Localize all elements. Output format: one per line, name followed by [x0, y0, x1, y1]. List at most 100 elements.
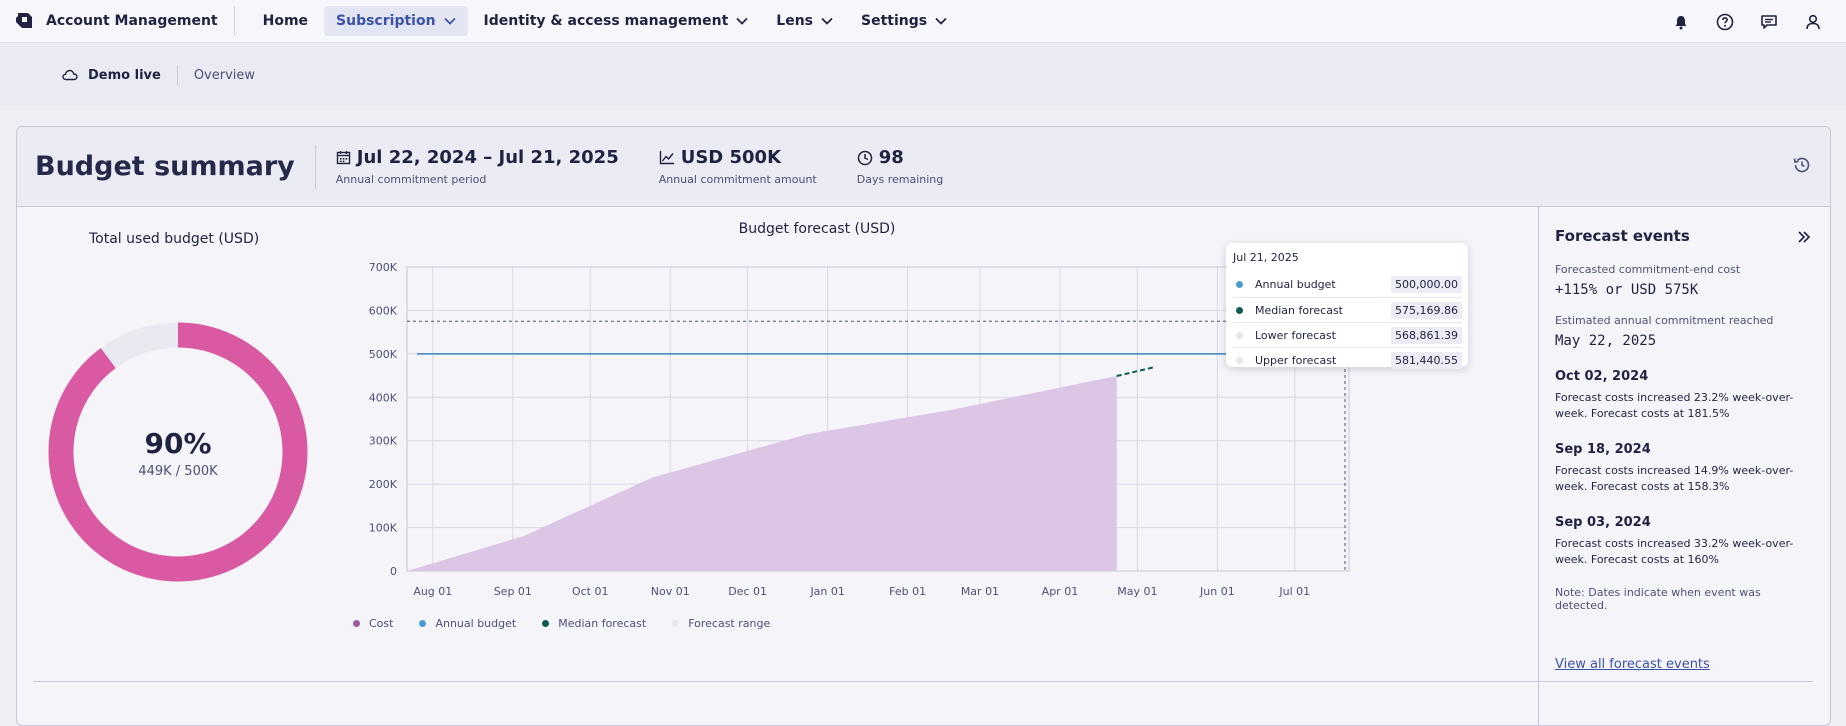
tooltip-swatch [1236, 331, 1243, 339]
user-icon[interactable] [1802, 11, 1824, 33]
x-tick-label: Oct 01 [572, 585, 609, 598]
events-note: Note: Dates indicate when event was dete… [1555, 586, 1761, 612]
legend-label: Forecast range [688, 617, 771, 630]
event-text: Forecast costs increased 33.2% week-over… [1555, 537, 1794, 566]
legend-swatch [353, 620, 360, 627]
brand-divider [233, 6, 235, 36]
brand[interactable]: Account Management [0, 0, 218, 42]
history-icon[interactable] [1792, 155, 1814, 177]
forecast-events-title: Forecast events [1555, 227, 1690, 245]
chart-legend: Cost Annual budget Median forecast Forecast… [353, 617, 770, 630]
reached-value: May 22, 2025 [1555, 333, 1657, 349]
nav-item-lens[interactable]: Lens [764, 6, 845, 36]
donut-fraction: 449K / 500K [138, 464, 218, 479]
nav-item-settings[interactable]: Settings [849, 6, 959, 36]
chevron-down-icon [821, 17, 833, 25]
tooltip-row: Median forecast 575,169.86 [1233, 297, 1462, 322]
nav-item-subscription[interactable]: Subscription [324, 6, 468, 36]
x-tick-label: Sep 01 [494, 585, 532, 598]
legend-swatch [672, 620, 680, 627]
breadcrumb-divider [176, 65, 178, 85]
budget-summary-body: Total used budget (USD) 90% 449K / 500K … [17, 207, 1830, 725]
collapse-panel-icon[interactable] [1796, 229, 1812, 245]
top-navigation-bar: Account Management Home Subscription Ident… [0, 0, 1846, 43]
environment-name: Demo live [88, 67, 161, 83]
line-chart-icon [659, 151, 674, 165]
amount-value: USD 500K [680, 147, 782, 168]
legend-swatch [542, 620, 550, 627]
event-date: Sep 03, 2024 [1555, 515, 1651, 530]
tooltip-row: Annual budget 500,000.00 [1233, 272, 1462, 297]
reached-label: Estimated annual commitment reached [1555, 314, 1774, 327]
environment-selector[interactable]: Demo live [62, 68, 161, 83]
period-value: Jul 22, 2024 – Jul 21, 2025 [356, 147, 619, 168]
top-icons [1670, 0, 1824, 43]
tooltip-series-value: 581,440.55 [1391, 351, 1462, 369]
period-label: Annual commitment period [335, 173, 487, 186]
y-tick-label: 500K [369, 348, 398, 361]
days-remaining: 98 Days remaining [857, 147, 944, 186]
tooltip-series-name: Upper forecast [1255, 353, 1337, 367]
tooltip-row: Upper forecast 581,440.55 [1233, 347, 1462, 372]
y-tick-label: 400K [369, 391, 398, 404]
tooltip-series-value: 568,861.39 [1391, 326, 1462, 344]
tooltip-date: Jul 21, 2025 [1233, 251, 1299, 264]
breadcrumb-overview[interactable]: Overview [193, 67, 256, 83]
cost-area [407, 376, 1117, 571]
donut-percent: 90% [144, 427, 212, 460]
main-nav: Home Subscription Identity & access manage… [251, 0, 964, 42]
days-value: 98 [878, 147, 904, 168]
legend-item-cost[interactable]: Cost [353, 617, 393, 630]
legend-swatch [419, 620, 427, 627]
legend-label: Median forecast [558, 617, 647, 630]
amount-label: Annual commitment amount [658, 173, 817, 186]
chat-icon[interactable] [1758, 11, 1780, 33]
tooltip-series-name: Lower forecast [1255, 328, 1336, 342]
donut-title: Total used budget (USD) [89, 231, 260, 247]
x-tick-label: May 01 [1117, 585, 1157, 598]
legend-item-forecast-range[interactable]: Forecast range [672, 617, 770, 630]
tooltip-swatch [1236, 281, 1243, 288]
donut-chart [48, 322, 308, 582]
tooltip-swatch [1236, 306, 1243, 314]
x-tick-label: Dec 01 [728, 585, 767, 598]
days-label: Days remaining [856, 173, 944, 186]
x-tick-label: Jan 01 [809, 585, 844, 598]
bell-icon[interactable] [1670, 11, 1692, 33]
y-tick-label: 600K [369, 304, 398, 317]
x-tick-label: Feb 01 [889, 585, 926, 598]
chart-title: Budget forecast (USD) [738, 221, 896, 237]
x-tick-label: Jul 01 [1278, 585, 1310, 598]
view-all-forecast-events-link[interactable]: View all forecast events [1555, 657, 1710, 672]
event-text: Forecast costs increased 14.9% week-over… [1555, 464, 1794, 493]
x-tick-label: Jun 01 [1199, 585, 1235, 598]
nav-item-label: Subscription [336, 13, 436, 29]
clock-icon [857, 150, 872, 165]
nav-item-label: Settings [861, 13, 928, 29]
help-icon[interactable] [1714, 11, 1736, 33]
event-date: Sep 18, 2024 [1555, 442, 1651, 457]
header-divider [314, 144, 316, 189]
nav-item-home[interactable]: Home [251, 6, 320, 36]
tooltip-series-value: 500,000.00 [1391, 276, 1462, 293]
y-tick-label: 100K [369, 522, 398, 535]
budget-summary-card: Budget summary Jul 22, 2024 – Jul 21, 20… [16, 126, 1831, 726]
nav-item-label: Identity & access management [483, 13, 729, 29]
legend-label: Cost [369, 617, 394, 630]
y-tick-label: 0 [390, 565, 397, 578]
legend-item-median-forecast[interactable]: Median forecast [542, 617, 646, 630]
event-date: Oct 02, 2024 [1555, 369, 1649, 384]
chart-tooltip: Jul 21, 2025 Annual budget 500,000.00 Medi… [1226, 243, 1468, 369]
legend-label: Annual budget [435, 617, 517, 630]
y-tick-label: 300K [369, 435, 398, 448]
tooltip-swatch [1236, 356, 1243, 364]
nav-item-identity-access-management[interactable]: Identity & access management [472, 6, 761, 36]
x-tick-label: Nov 01 [651, 585, 690, 598]
budget-forecast-chart: 0 100K 200K 300K 400K 500K 600K 700K Aug 01 Sep 0… [369, 261, 1350, 598]
commitment-amount: USD 500K Annual commitment amount [659, 147, 817, 186]
budget-summary-header: Budget summary Jul 22, 2024 – Jul 21, 20… [17, 127, 1830, 207]
tooltip-series-name: Median forecast [1255, 303, 1343, 317]
legend-item-annual-budget[interactable]: Annual budget [419, 617, 516, 630]
chevron-down-icon [736, 17, 748, 25]
page-title: Budget summary [35, 151, 295, 182]
